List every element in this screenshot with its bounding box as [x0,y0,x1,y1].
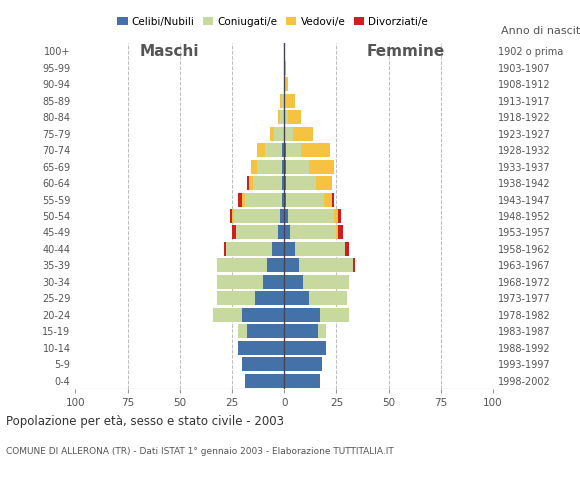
Text: Femmine: Femmine [366,44,444,59]
Bar [218,275,263,289]
Bar [353,258,355,272]
Bar [301,143,330,157]
Bar [284,94,287,108]
Bar [274,127,284,141]
Bar [287,143,301,157]
Bar [287,94,295,108]
Bar [284,291,309,305]
Bar [320,308,349,322]
Bar [303,275,349,289]
Bar [291,226,336,240]
Text: Popolazione per età, sesso e stato civile - 2003: Popolazione per età, sesso e stato civil… [6,415,284,428]
Bar [253,176,282,190]
Bar [284,308,320,322]
Bar [263,275,284,289]
Bar [267,258,284,272]
Bar [249,176,253,190]
Bar [232,209,234,223]
Bar [284,341,326,355]
Bar [238,192,242,206]
Text: COMUNE DI ALLERONA (TR) - Dati ISTAT 1° gennaio 2003 - Elaborazione TUTTITALIA.I: COMUNE DI ALLERONA (TR) - Dati ISTAT 1° … [6,446,394,456]
Bar [246,176,249,190]
Bar [316,176,332,190]
Bar [280,94,282,108]
Bar [287,160,309,174]
Bar [284,192,287,206]
Bar [284,226,291,240]
Bar [245,373,284,387]
Bar [278,110,280,124]
Bar [309,291,347,305]
Bar [288,110,301,124]
Bar [345,242,349,256]
Bar [299,258,353,272]
Bar [336,226,339,240]
Bar [257,143,266,157]
Text: Anno di nascita: Anno di nascita [501,26,580,36]
Text: Maschi: Maschi [140,44,199,59]
Bar [284,373,320,387]
Bar [284,176,287,190]
Legend: Celibi/Nubili, Coniugati/e, Vedovi/e, Divorziati/e: Celibi/Nubili, Coniugati/e, Vedovi/e, Di… [113,12,432,31]
Bar [270,127,274,141]
Bar [284,110,288,124]
Bar [246,324,284,338]
Bar [234,209,280,223]
Bar [282,160,284,174]
Bar [284,61,287,75]
Bar [282,143,284,157]
Bar [280,209,284,223]
Bar [288,209,334,223]
Bar [218,258,267,272]
Bar [255,291,284,305]
Bar [230,209,232,223]
Bar [332,192,334,206]
Bar [339,226,343,240]
Bar [309,160,334,174]
Bar [282,192,284,206]
Bar [318,324,326,338]
Bar [242,192,245,206]
Bar [282,94,284,108]
Bar [238,341,284,355]
Bar [284,258,299,272]
Bar [339,209,340,223]
Bar [284,143,287,157]
Bar [218,291,255,305]
Bar [292,127,313,141]
Bar [287,176,316,190]
Bar [278,226,284,240]
Bar [282,176,284,190]
Bar [284,324,318,338]
Bar [245,192,282,206]
Bar [284,275,303,289]
Bar [287,192,324,206]
Bar [284,242,295,256]
Bar [284,127,292,141]
Bar [284,209,288,223]
Bar [242,357,284,371]
Bar [284,160,287,174]
Bar [280,110,284,124]
Bar [236,226,278,240]
Bar [226,242,271,256]
Bar [224,242,226,256]
Bar [232,226,236,240]
Bar [251,160,257,174]
Bar [242,308,284,322]
Bar [295,242,345,256]
Bar [284,357,322,371]
Bar [238,324,246,338]
Bar [324,192,332,206]
Bar [334,209,339,223]
Bar [284,77,288,91]
Bar [266,143,282,157]
Bar [213,308,242,322]
Bar [257,160,282,174]
Bar [271,242,284,256]
